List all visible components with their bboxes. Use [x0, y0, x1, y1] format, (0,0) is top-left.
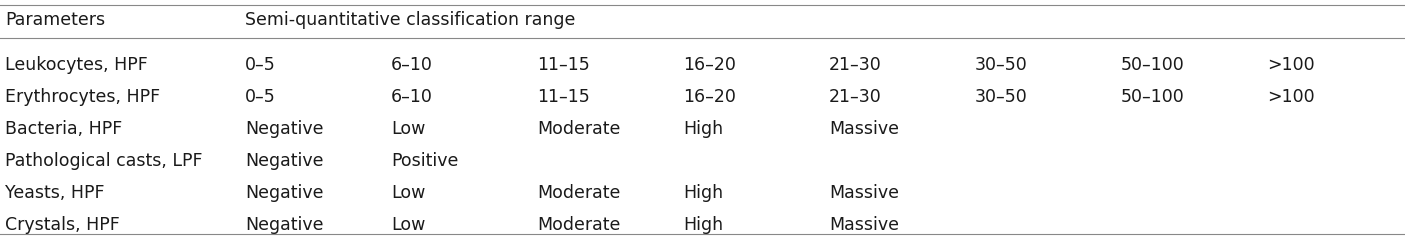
Text: Massive: Massive	[829, 216, 899, 234]
Text: 50–100: 50–100	[1121, 88, 1184, 106]
Text: >100: >100	[1267, 56, 1315, 74]
Text: Low: Low	[391, 120, 426, 138]
Text: Crystals, HPF: Crystals, HPF	[6, 216, 119, 234]
Text: Negative: Negative	[244, 184, 323, 202]
Text: Moderate: Moderate	[537, 120, 621, 138]
Text: 30–50: 30–50	[975, 88, 1027, 106]
Text: High: High	[683, 184, 724, 202]
Text: 11–15: 11–15	[537, 56, 590, 74]
Text: 6–10: 6–10	[391, 56, 433, 74]
Text: Massive: Massive	[829, 120, 899, 138]
Text: 16–20: 16–20	[683, 88, 736, 106]
Text: Parameters: Parameters	[6, 11, 105, 29]
Text: Negative: Negative	[244, 216, 323, 234]
Text: 16–20: 16–20	[683, 56, 736, 74]
Text: Low: Low	[391, 184, 426, 202]
Text: Massive: Massive	[829, 184, 899, 202]
Text: 21–30: 21–30	[829, 88, 882, 106]
Text: 0–5: 0–5	[244, 88, 275, 106]
Text: 0–5: 0–5	[244, 56, 275, 74]
Text: 6–10: 6–10	[391, 88, 433, 106]
Text: >100: >100	[1267, 88, 1315, 106]
Text: Moderate: Moderate	[537, 216, 621, 234]
Text: High: High	[683, 216, 724, 234]
Text: Semi-quantitative classification range: Semi-quantitative classification range	[244, 11, 576, 29]
Text: Negative: Negative	[244, 120, 323, 138]
Text: Yeasts, HPF: Yeasts, HPF	[6, 184, 104, 202]
Text: Bacteria, HPF: Bacteria, HPF	[6, 120, 122, 138]
Text: 30–50: 30–50	[975, 56, 1027, 74]
Text: 11–15: 11–15	[537, 88, 590, 106]
Text: 21–30: 21–30	[829, 56, 882, 74]
Text: Negative: Negative	[244, 152, 323, 170]
Text: Pathological casts, LPF: Pathological casts, LPF	[6, 152, 202, 170]
Text: 50–100: 50–100	[1121, 56, 1184, 74]
Text: Erythrocytes, HPF: Erythrocytes, HPF	[6, 88, 160, 106]
Text: High: High	[683, 120, 724, 138]
Text: Moderate: Moderate	[537, 184, 621, 202]
Text: Leukocytes, HPF: Leukocytes, HPF	[6, 56, 148, 74]
Text: Positive: Positive	[391, 152, 458, 170]
Text: Low: Low	[391, 216, 426, 234]
